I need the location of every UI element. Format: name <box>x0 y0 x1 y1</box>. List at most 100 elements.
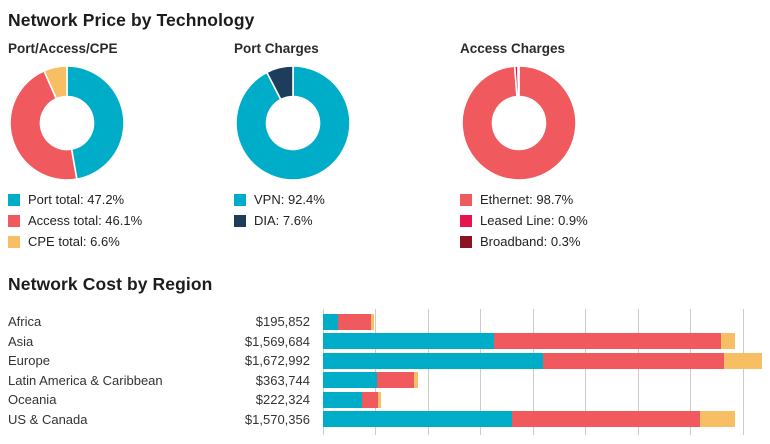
bar-segment-port <box>323 391 363 408</box>
region-label: US & Canada <box>8 411 88 427</box>
donut-slice-broadband <box>517 65 520 98</box>
bar-chart-network-cost-by-region: Africa $195,852 Asia $1,569,684 Europe $1,672… <box>8 309 770 435</box>
donut-ring <box>9 65 125 181</box>
donut-ring <box>235 65 351 181</box>
gridline <box>532 309 534 435</box>
legend-swatch-icon <box>8 235 20 248</box>
legend-swatch-icon <box>460 214 472 227</box>
page-title-network-price: Network Price by Technology <box>8 10 255 30</box>
donut-chart-port-access-cpe: Port/Access/CPE Port total: 47.2% Access t… <box>8 41 234 252</box>
bar-segment-port <box>323 313 338 330</box>
legend-item-leased-line: Leased Line: 0.9% <box>460 210 686 231</box>
bar-track <box>323 411 766 428</box>
chart-row-us-canada: US & Canada $1,570,356 <box>8 410 766 430</box>
gridline <box>323 309 324 435</box>
region-total-value: $1,570,356 <box>244 411 310 427</box>
legend-swatch-icon <box>8 214 20 227</box>
legend-label: CPE total: 6.6% <box>28 234 120 249</box>
donut-chart-access-charges: Access Charges Ethernet: 98.7% Leased Line… <box>460 41 686 252</box>
legend-item-port-total: Port total: 47.2% <box>8 189 234 210</box>
bar-segment-access <box>494 333 721 350</box>
region-total-value: $195,852 <box>255 314 310 330</box>
gridline-layer <box>323 309 766 435</box>
gridline <box>742 309 744 435</box>
bar-segment-port <box>323 372 378 389</box>
bar-segment-access <box>377 372 415 389</box>
donut-slice-access-total <box>9 69 78 181</box>
bar-segment-cpe <box>700 411 736 428</box>
legend-label: Broadband: 0.3% <box>480 234 581 249</box>
bar-track <box>323 352 766 369</box>
donut-ring <box>461 65 577 181</box>
legend-swatch-icon <box>8 193 20 206</box>
legend-item-dia: DIA: 7.6% <box>234 210 460 231</box>
region-label: Asia <box>8 333 34 349</box>
gridline <box>375 309 377 435</box>
donut-slice-ethernet <box>461 65 577 181</box>
legend-item-ethernet: Ethernet: 98.7% <box>460 189 686 210</box>
bar-segment-access <box>543 352 724 369</box>
chart-legend: Port total: 47.2% Access total: 46.1% CPE … <box>8 189 234 252</box>
bar-track <box>323 372 766 389</box>
chart-subtitle: Port/Access/CPE <box>8 41 118 56</box>
bar-segment-access <box>511 411 701 428</box>
bar-segment-cpe <box>723 352 763 369</box>
region-total-value: $363,744 <box>255 372 310 388</box>
bar-segment-cpe <box>377 391 382 408</box>
legend-swatch-icon <box>234 214 246 227</box>
legend-item-cpe-total: CPE total: 6.6% <box>8 231 234 252</box>
chart-legend: Ethernet: 98.7% Leased Line: 0.9% Broadban… <box>460 189 686 252</box>
gridline <box>480 309 482 435</box>
legend-label: Ethernet: 98.7% <box>480 192 574 207</box>
region-total-value: $222,324 <box>255 392 310 408</box>
bar-segment-port <box>323 411 512 428</box>
bar-segment-port <box>323 352 544 369</box>
region-total-value: $1,672,992 <box>244 353 310 369</box>
chart-legend: VPN: 92.4% DIA: 7.6% <box>234 189 460 231</box>
chart-row-latin-america-caribbean: Latin America & Caribbean $363,744 <box>8 371 766 391</box>
legend-label: VPN: 92.4% <box>254 192 325 207</box>
bar-segment-cpe <box>371 313 375 330</box>
region-total-value: $1,569,684 <box>244 333 310 349</box>
donut-slice-dia <box>265 65 294 101</box>
dashboard-page: Network Price by Technology Port/Access/… <box>8 10 770 435</box>
gridline <box>427 309 429 435</box>
legend-item-access-total: Access total: 46.1% <box>8 210 234 231</box>
legend-label: Leased Line: 0.9% <box>480 213 588 228</box>
gridline <box>690 309 692 435</box>
region-label: Latin America & Caribbean <box>8 372 163 388</box>
legend-label: Access total: 46.1% <box>28 213 143 228</box>
chart-row-oceania: Oceania $222,324 <box>8 390 766 410</box>
bar-segment-access <box>337 313 372 330</box>
donut-slice-vpn <box>235 65 351 181</box>
donut-chart-port-charges: Port Charges VPN: 92.4% DIA: 7.6% <box>234 41 460 231</box>
bar-segment-access <box>362 391 378 408</box>
bar-segment-cpe <box>414 372 419 389</box>
bar-track <box>323 313 766 330</box>
legend-label: Port total: 47.2% <box>28 192 125 207</box>
legend-swatch-icon <box>460 235 472 248</box>
legend-label: DIA: 7.6% <box>254 213 313 228</box>
bar-segment-cpe <box>720 333 735 350</box>
gridline <box>585 309 587 435</box>
donut-slice-port-total <box>66 65 125 181</box>
legend-swatch-icon <box>234 193 246 206</box>
page-title-network-cost: Network Cost by Region <box>8 274 213 294</box>
bar-segment-port <box>323 333 495 350</box>
gridline <box>637 309 639 435</box>
chart-row-europe: Europe $1,672,992 <box>8 351 766 371</box>
chart-row-africa: Africa $195,852 <box>8 312 766 332</box>
donut-charts-row: Port/Access/CPE Port total: 47.2% Access t… <box>8 41 770 252</box>
region-label: Africa <box>8 314 42 330</box>
legend-item-vpn: VPN: 92.4% <box>234 189 460 210</box>
bar-track <box>323 333 766 350</box>
region-label: Oceania <box>8 392 57 408</box>
bar-track <box>323 391 766 408</box>
region-label: Europe <box>8 353 50 369</box>
legend-item-broadband: Broadband: 0.3% <box>460 231 686 252</box>
bar-rows: Africa $195,852 Asia $1,569,684 Europe $1,672… <box>8 312 766 429</box>
chart-subtitle: Port Charges <box>234 41 319 56</box>
chart-row-asia: Asia $1,569,684 <box>8 332 766 352</box>
chart-subtitle: Access Charges <box>460 41 566 56</box>
legend-swatch-icon <box>460 193 472 206</box>
